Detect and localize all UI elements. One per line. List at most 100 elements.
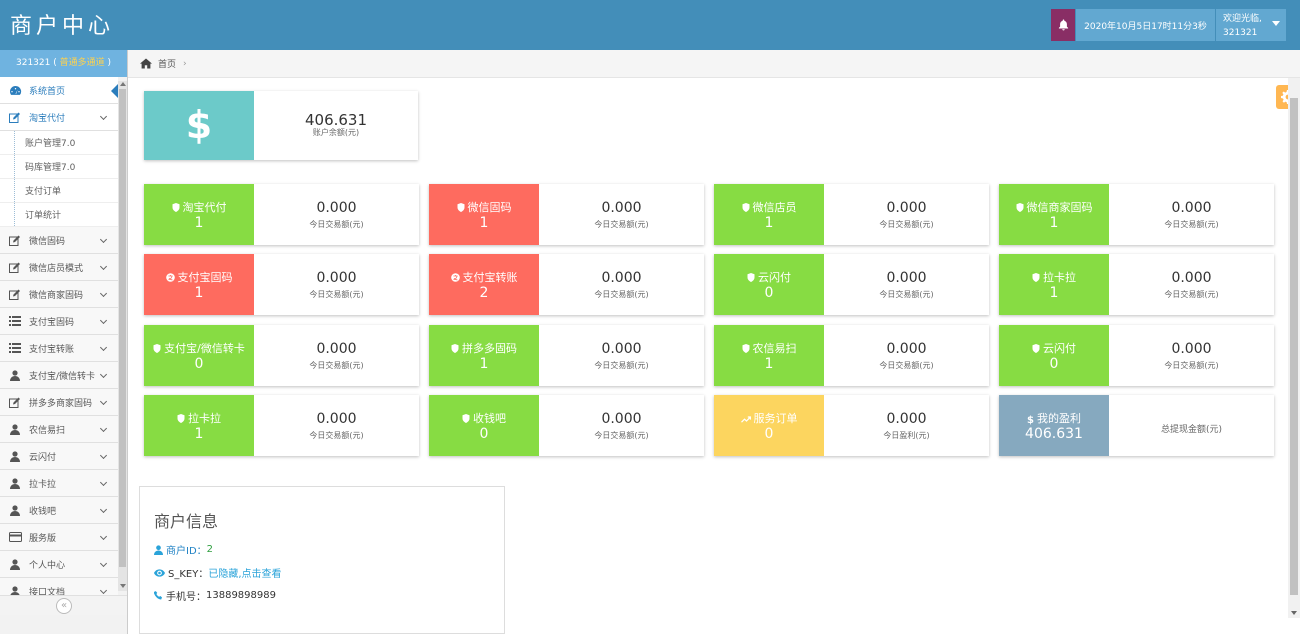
stat-card-amount: 0.000 xyxy=(316,200,357,216)
stat-card-body: 0.000 今日交易额(元) xyxy=(1109,184,1274,245)
submenu-item-orders[interactable]: 支付订单 xyxy=(0,179,118,203)
user-menu[interactable]: 欢迎光临, 321321 xyxy=(1216,9,1286,41)
trend-icon xyxy=(740,413,751,426)
shield-icon xyxy=(457,202,465,215)
stat-card-title-text: 支付宝固码 xyxy=(177,271,233,284)
stat-card-title: 云闪付 xyxy=(714,269,824,285)
chevron-down-icon xyxy=(99,478,108,487)
sidebar-item-label: 收钱吧 xyxy=(29,506,57,517)
stat-card-title-text: 云闪付 xyxy=(1043,342,1076,355)
card-icon xyxy=(8,531,22,543)
stat-card-title-text: 支付宝/微信转卡 xyxy=(164,342,245,355)
sidebar-item-wechat-merchant[interactable]: 微信商家固码 xyxy=(0,281,118,308)
merchant-skey-row: S_KEY： 已隐藏,点击查看 xyxy=(154,565,282,580)
shield-icon xyxy=(742,202,750,215)
sidebar-item-dashboard[interactable]: 系统首页 xyxy=(0,77,118,104)
sidebar-item-lakala[interactable]: 拉卡拉 xyxy=(0,470,118,497)
stat-card-amount: 0.000 xyxy=(886,411,927,427)
sidebar-scrollbar[interactable] xyxy=(118,81,127,591)
user-icon xyxy=(8,423,22,435)
stat-card-amount: 0.000 xyxy=(316,411,357,427)
sidebar-item-nongxin[interactable]: 农信易扫 xyxy=(0,416,118,443)
scroll-down-icon[interactable] xyxy=(1291,611,1297,615)
stat-card-count: 1 xyxy=(764,215,774,231)
stat-card-title-text: 微信店员 xyxy=(752,201,797,214)
stat-card-amount: 0.000 xyxy=(601,411,642,427)
stat-card-title: 服务订单 xyxy=(714,410,824,426)
submenu-item-stats[interactable]: 订单统计 xyxy=(0,203,118,227)
main-scroll-thumb[interactable] xyxy=(1290,98,1298,595)
stat-card-title: 微信固码 xyxy=(429,199,539,215)
stat-card-body: 0.000 今日交易额(元) xyxy=(254,395,419,456)
list-icon xyxy=(8,315,22,327)
sidebar-item-taobao[interactable]: 淘宝代付 xyxy=(0,104,118,131)
stat-card-header: 微信商家固码 1 xyxy=(999,184,1109,245)
sidebar-item-pinduoduo[interactable]: 拼多多商家固码 xyxy=(0,389,118,416)
stat-card: 拉卡拉 1 0.000 今日交易额(元) xyxy=(144,395,419,456)
stat-card-body: 0.000 今日交易额(元) xyxy=(254,184,419,245)
sidebar-item-alipay-code[interactable]: 支付宝固码 xyxy=(0,308,118,335)
breadcrumb-home[interactable]: 首页 xyxy=(158,60,177,70)
chevron-down-icon xyxy=(99,505,108,514)
sidebar-item-label: 支付宝转账 xyxy=(29,344,75,355)
chevron-down-icon xyxy=(99,559,108,568)
chevron-down-icon xyxy=(99,451,108,460)
chevron-down-icon xyxy=(99,289,108,298)
phone-icon xyxy=(154,591,163,600)
submenu-item-account[interactable]: 账户管理7.0 xyxy=(0,131,118,155)
merchant-skey-reveal-link[interactable]: 已隐藏,点击查看 xyxy=(208,569,282,580)
sidebar-item-shouqianba[interactable]: 收钱吧 xyxy=(0,497,118,524)
brand-title[interactable]: 商户中心 xyxy=(10,14,115,39)
sidebar-item-wechat-clerk[interactable]: 微信店员模式 xyxy=(0,254,118,281)
chevron-down-icon xyxy=(99,586,108,595)
stat-card-count: 1 xyxy=(1049,285,1059,301)
stat-card-header: 拉卡拉 1 xyxy=(999,254,1109,315)
stat-card-count: 2 xyxy=(479,285,489,301)
stat-card-count: 0 xyxy=(1049,356,1059,372)
sidebar-item-personal[interactable]: 个人中心 xyxy=(0,551,118,578)
sidebar-item-label: 个人中心 xyxy=(29,560,66,571)
stat-card-body: 总提现金额(元) xyxy=(1109,395,1274,456)
stat-card: 收钱吧 0 0.000 今日交易额(元) xyxy=(429,395,704,456)
stat-card-amount: 0.000 xyxy=(316,341,357,357)
dollar-icon: $ xyxy=(1027,415,1034,426)
stat-card-body: 0.000 今日盈利(元) xyxy=(824,395,989,456)
edit-icon xyxy=(8,111,22,123)
stat-card-header: 拼多多固码 1 xyxy=(429,325,539,386)
shield-icon xyxy=(153,343,161,356)
stat-card-header: 支付宝转账 2 xyxy=(429,254,539,315)
stat-card-count: 1 xyxy=(194,285,204,301)
scroll-up-icon[interactable] xyxy=(120,82,126,86)
user-icon xyxy=(8,558,22,570)
sidebar-item-alipay-wechat-card[interactable]: 支付宝/微信转卡 xyxy=(0,362,118,389)
chevron-down-icon xyxy=(99,235,108,244)
sidebar: 321321 ( 普通多通道 ) 系统首页 淘宝代付 账户管理7.0 码库管理7… xyxy=(0,50,128,634)
home-icon[interactable] xyxy=(140,58,152,69)
edit-icon xyxy=(8,261,22,273)
sidebar-item-alipay-transfer[interactable]: 支付宝转账 xyxy=(0,335,118,362)
sidebar-scroll-thumb[interactable] xyxy=(119,89,126,567)
caret-down-icon xyxy=(1272,21,1280,26)
navbar: 商户中心 2020年10月5日17时11分3秒 欢迎光临, 321321 xyxy=(0,0,1300,50)
sidebar-item-wechat-code[interactable]: 微信固码 xyxy=(0,227,118,254)
submenu-item-codebase[interactable]: 码库管理7.0 xyxy=(0,155,118,179)
sidebar-item-label: 接口文档 xyxy=(29,587,66,598)
stat-card-subtitle: 今日交易额(元) xyxy=(879,220,934,229)
sidebar-item-label: 淘宝代付 xyxy=(29,113,66,124)
stat-card-header: 农信易扫 1 xyxy=(714,325,824,386)
sidebar-item-service[interactable]: 服务版 xyxy=(0,524,118,551)
merchant-info-panel: 商户信息 商户ID： 2 S_KEY： 已隐藏,点击查看 手机号： 138898… xyxy=(139,486,505,634)
notification-button[interactable] xyxy=(1051,9,1075,41)
stat-card-title: 支付宝转账 xyxy=(429,269,539,285)
double-chevron-left-icon[interactable]: « xyxy=(56,598,72,614)
stat-card-subtitle: 今日交易额(元) xyxy=(594,290,649,299)
stat-card-subtitle: 今日交易额(元) xyxy=(879,361,934,370)
sidebar-item-unionpay[interactable]: 云闪付 xyxy=(0,443,118,470)
user-icon xyxy=(8,504,22,516)
scroll-down-icon[interactable] xyxy=(120,584,126,588)
main-scrollbar[interactable] xyxy=(1288,78,1300,618)
merchant-id-value: 2 xyxy=(206,544,214,555)
stat-card-title-text: 收钱吧 xyxy=(473,412,506,425)
stat-card: 支付宝固码 1 0.000 今日交易额(元) xyxy=(144,254,419,315)
stat-card-header: 微信店员 1 xyxy=(714,184,824,245)
